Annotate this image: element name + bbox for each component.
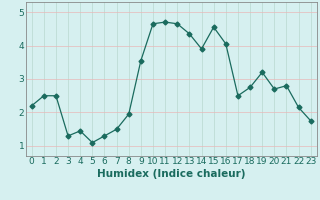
X-axis label: Humidex (Indice chaleur): Humidex (Indice chaleur) <box>97 169 245 179</box>
